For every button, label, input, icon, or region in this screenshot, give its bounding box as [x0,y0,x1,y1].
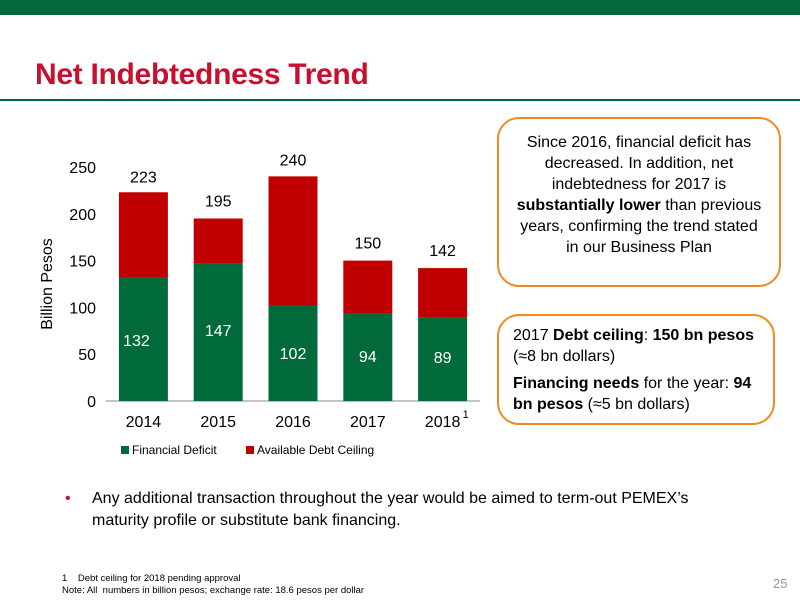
bar-value-label: 147 [205,323,232,340]
y-tick-label: 0 [87,394,96,411]
debt-ceiling-colon: : [643,327,653,344]
footnotes: 1 Debt ceiling for 2018 pending approval… [62,573,364,597]
debt-ceiling-label: Debt ceiling [553,327,644,344]
y-tick-label: 250 [69,160,96,177]
callout-trend-emphasis: substantially lower [516,197,661,214]
callout-trend-text-end: than previous years, confirming the tren… [520,197,762,256]
legend-swatch [121,446,129,454]
financing-needs-usd: (≈5 bn dollars) [583,396,690,413]
bar-value-label: 94 [359,349,377,366]
legend-swatch [246,446,254,454]
debt-ceiling-line: 2017 Debt ceiling: 150 bn pesos (≈8 bn d… [513,325,759,367]
x-tick-label: 2015 [200,414,236,431]
slide-title: Net Indebtedness Trend [35,58,369,91]
x-tick-label: 2014 [126,414,162,431]
bar-financial-deficit [118,277,168,401]
bar-available-debt-ceiling [193,218,243,264]
bar-value-label: 102 [280,346,307,363]
bar-available-debt-ceiling [418,268,468,318]
debt-ceiling-year: 2017 [513,327,554,344]
legend-label: Financial Deficit [132,443,217,457]
x-tick-label: 2017 [350,414,386,431]
legend-label: Available Debt Ceiling [257,443,374,457]
bar-financial-deficit [193,263,243,401]
title-divider [0,99,800,101]
bullet-icon: • [65,490,71,507]
callout-box-trend: Since 2016, financial deficit has decrea… [497,117,781,287]
bar-financial-deficit [418,317,468,401]
debt-ceiling-usd: (≈8 bn dollars) [513,348,616,365]
x-tick-superscript: 1 [463,409,469,421]
bar-available-debt-ceiling [268,176,318,306]
x-tick-label: 2016 [275,414,311,431]
bar-financial-deficit [343,313,393,401]
y-tick-label: 200 [69,207,96,224]
bar-financial-deficit [268,305,318,401]
footnote-1: 1 Debt ceiling for 2018 pending approval [62,573,241,584]
top-accent-bar [0,0,800,15]
footnote-note: Note: All numbers in billion pesos; exch… [62,585,365,596]
financing-needs-line: Financing needs for the year: 94 bn peso… [513,373,759,415]
callout-box-debt-ceiling: 2017 Debt ceiling: 150 bn pesos (≈8 bn d… [497,314,775,425]
page-number: 25 [773,576,788,591]
bar-available-debt-ceiling [118,192,168,278]
y-axis-label: Billion Pesos [39,238,56,330]
y-tick-label: 50 [78,347,96,364]
y-tick-label: 150 [69,254,96,271]
bar-available-debt-ceiling [343,260,393,314]
bar-total-label: 223 [130,169,157,186]
financing-needs-value: 94 bn pesos [513,375,752,413]
bar-value-label: 132 [123,333,150,350]
bullet-point: • Any additional transaction throughout … [65,488,745,532]
callout-trend-text: Since 2016, financial deficit has decrea… [526,134,752,193]
bar-total-label: 240 [280,152,307,169]
financing-needs-text: for the year: [639,375,734,392]
bar-total-label: 195 [205,193,232,210]
debt-ceiling-value: 150 bn pesos [652,327,754,344]
bar-total-label: 150 [354,236,381,253]
bullet-text: Any additional transaction throughout th… [92,490,689,529]
y-tick-label: 100 [69,300,96,317]
financing-needs-label: Financing needs [513,375,640,392]
bar-value-label: 89 [434,350,452,367]
bar-total-label: 142 [429,243,456,260]
x-tick-label: 2018 [425,414,461,431]
